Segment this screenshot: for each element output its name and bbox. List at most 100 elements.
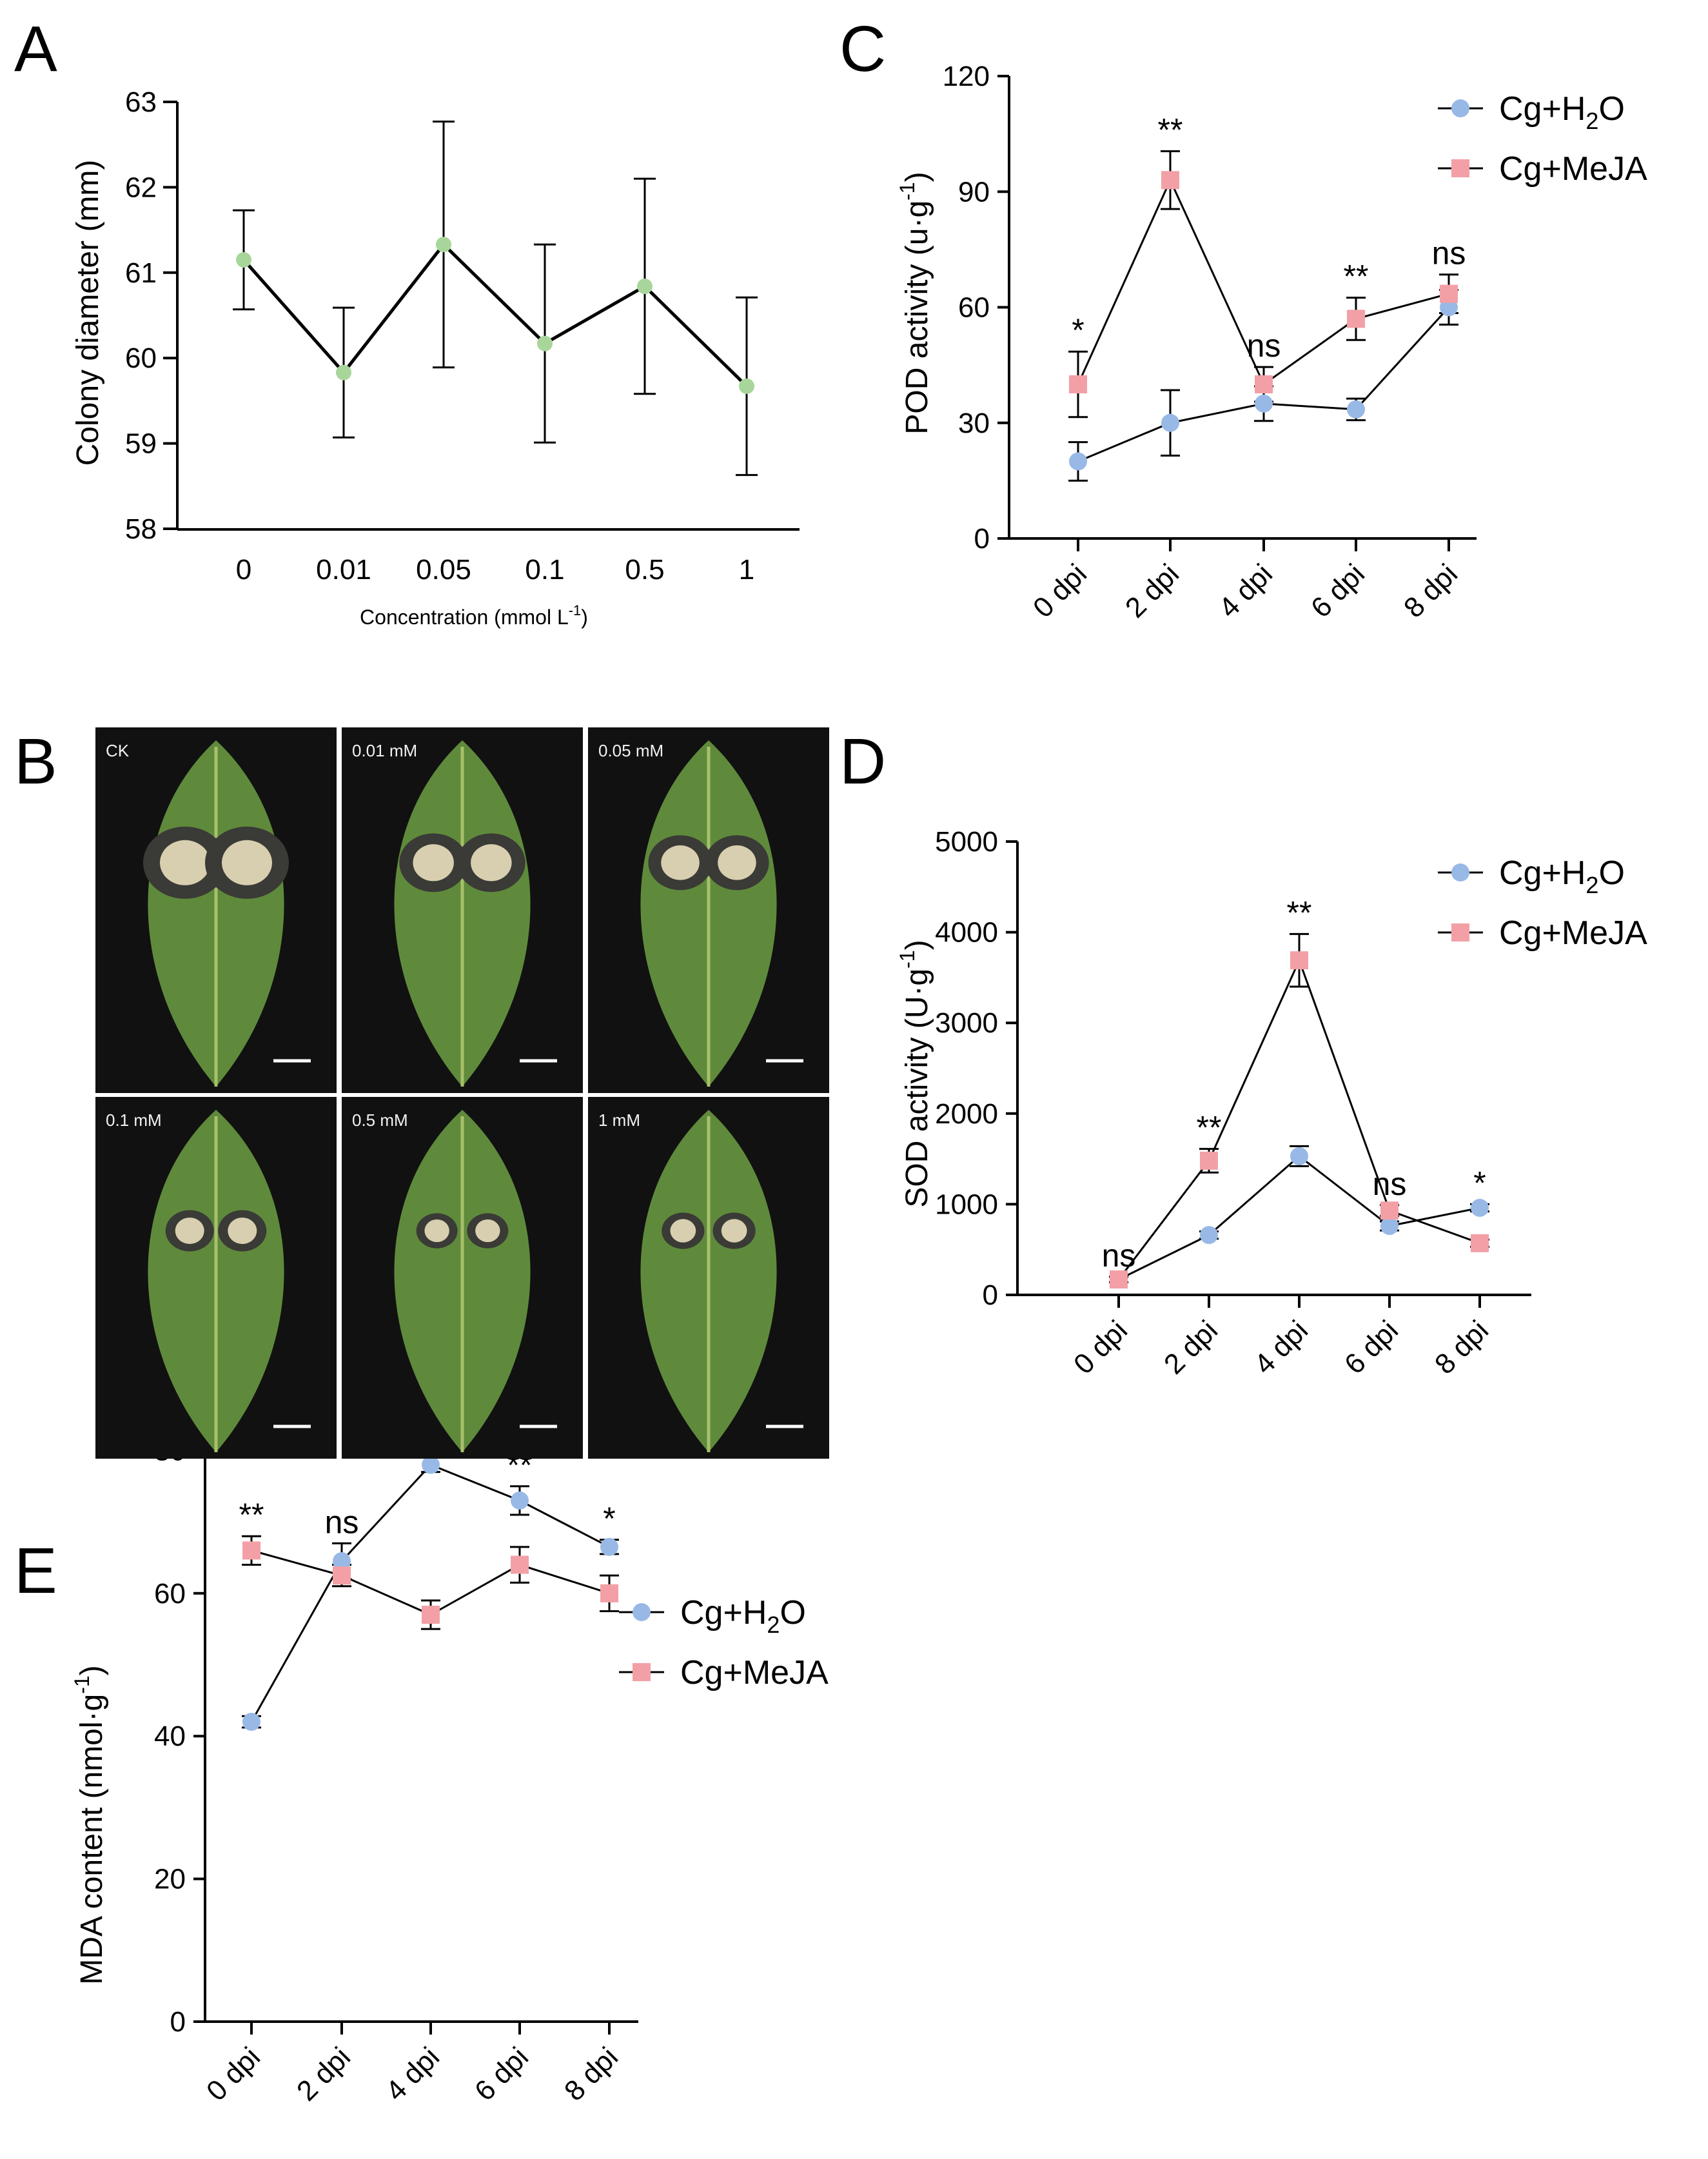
chart-e-xtick-label: 0 dpi [201, 2041, 266, 2107]
lesion-spot-center [228, 1218, 257, 1245]
chart-c-point-square [1161, 171, 1179, 190]
chart-e-point-circle [511, 1491, 529, 1510]
photo-label: 1 mM [598, 1110, 640, 1130]
chart-d-ytick-label: 1000 [935, 1188, 998, 1220]
chart-e-ylabel: MDA content (nmol·g-1) [70, 1665, 109, 1984]
chart-e-legend-label-h2o: Cg+H2O [680, 1594, 806, 1638]
chart-d-legend-marker [1451, 863, 1469, 882]
chart-e-legend-label-sub: 2 [767, 1612, 780, 1638]
chart-d-xtick-label: 0 dpi [1068, 1314, 1134, 1380]
chart-d-legend-label-sub: 2 [1585, 872, 1598, 898]
chart-e-point-circle [600, 1537, 618, 1556]
chart-a-ylabel: Colony diameter (mm) [71, 160, 105, 466]
chart-d-point-square [1471, 1234, 1489, 1252]
photo-label: 0.01 mM [352, 741, 417, 760]
chart-c-ytick-label: 120 [943, 61, 990, 92]
chart-e-point-circle [422, 1455, 440, 1474]
chart-c-point-circle [1069, 452, 1087, 471]
lesion-spot-center [471, 844, 512, 882]
lesion-spot-center [670, 1219, 696, 1243]
chart-a-ytick-label: 60 [125, 342, 157, 374]
chart-c-legend-label-part: O [1598, 90, 1624, 128]
chart-e-ytick-label: 20 [154, 1864, 186, 1895]
chart-e-point-circle [333, 1552, 351, 1570]
chart-e-point-square [422, 1606, 440, 1624]
chart-c-point-circle [1347, 400, 1365, 419]
chart-a-xlabel-sup: -1 [569, 602, 582, 618]
chart-a-point [537, 335, 553, 351]
chart-c-significance: ns [1247, 328, 1281, 364]
chart-d-point-square [1380, 1201, 1399, 1220]
lesion-spot-center [475, 1219, 500, 1243]
chart-c-legend-label-h2o: Cg+H2O [1499, 90, 1625, 134]
photo-label: 0.05 mM [598, 741, 663, 760]
chart-d-ytick-label: 2000 [935, 1098, 998, 1130]
chart-a-ytick-label: 59 [125, 428, 157, 460]
chart-a-xtick-label: 0.5 [625, 554, 664, 586]
panel-letter-d: D [839, 725, 886, 798]
chart-a-series-line [242, 242, 748, 388]
chart-e-significance: ** [239, 1497, 264, 1533]
chart-d-point-circle [1380, 1217, 1399, 1236]
chart-c-significance: ns [1432, 235, 1466, 271]
chart-c-point-circle [1161, 413, 1179, 432]
chart-e-point-square [600, 1584, 618, 1602]
chart-e-legend-marker [633, 1603, 651, 1621]
chart-d-point-circle [1471, 1199, 1489, 1218]
lesion-spot-center [175, 1218, 204, 1245]
chart-c-xtick-label: 2 dpi [1119, 558, 1185, 624]
chart-a-ytick-label: 63 [125, 86, 157, 118]
chart-c-legend-marker [1451, 99, 1469, 117]
chart-e-ylabel-close: ) [75, 1665, 109, 1675]
chart-e-xtick-label: 2 dpi [291, 2041, 357, 2107]
chart-c-xtick-label: 8 dpi [1398, 558, 1464, 624]
lesion-spot-center [222, 840, 272, 885]
chart-d-ylabel-sup: -1 [896, 950, 919, 968]
chart-e: MDA content (nmol·g-1) 0204060801000 dpi… [70, 1292, 829, 2107]
chart-c-ylabel: POD activity (u·g-1) [896, 172, 934, 434]
chart-e-ytick-label: 0 [170, 2006, 186, 2038]
chart-d-point-square [1110, 1270, 1128, 1289]
chart-a-xlabel: Concentration (mmol L-1) [360, 602, 588, 629]
chart-c-ytick-label: 90 [958, 176, 990, 208]
chart-e-ylabel-sup: -1 [70, 1675, 93, 1693]
chart-d-series-line-1 [1117, 958, 1480, 1281]
chart-e-xtick-label: 8 dpi [558, 2041, 624, 2107]
chart-e-significance: ns [325, 1504, 359, 1540]
chart-d-ytick-label: 4000 [935, 917, 998, 949]
chart-a: Colony diameter (mm) Concentration (mmol… [71, 86, 800, 629]
chart-a-xlabel-main: Concentration (mmol L [360, 606, 569, 629]
chart-e-series-line-0 [250, 1463, 610, 1722]
chart-e-significance: * [603, 1501, 615, 1537]
chart-a-point [436, 237, 451, 253]
chart-a-point [236, 251, 251, 268]
chart-e-legend-marker [633, 1663, 651, 1681]
chart-c-ytick-label: 60 [958, 292, 990, 324]
chart-d-ylabel-close: ) [900, 940, 934, 950]
chart-c-significance: ** [1344, 259, 1369, 295]
photo-label: CK [106, 741, 130, 760]
chart-d-xtick-label: 4 dpi [1248, 1314, 1314, 1380]
chart-c-point-square [1069, 375, 1087, 393]
chart-d-xtick-label: 2 dpi [1158, 1314, 1224, 1380]
chart-a-point [336, 364, 351, 380]
chart-a-point [637, 278, 653, 294]
panel-letter-b: B [14, 725, 57, 798]
chart-d-significance: ns [1373, 1166, 1407, 1202]
chart-e-xtick-label: 6 dpi [469, 2041, 535, 2107]
chart-d-point-square [1290, 951, 1308, 970]
lesion-spot-center [160, 840, 210, 885]
chart-c-legend-label-meja: Cg+MeJA [1499, 150, 1647, 188]
chart-a-xtick-label: 0.01 [316, 554, 371, 586]
chart-d-legend-marker [1451, 923, 1469, 941]
chart-d-point-square [1200, 1151, 1218, 1170]
chart-c-xtick-label: 6 dpi [1305, 558, 1371, 624]
chart-e-xtick-label: 4 dpi [380, 2041, 446, 2107]
chart-e-point-square [242, 1541, 260, 1560]
chart-d-legend-label-part: Cg+H [1499, 854, 1585, 892]
chart-a-xlabel-close: ) [581, 606, 588, 629]
photo-label: 0.5 mM [352, 1110, 408, 1130]
chart-e-point-circle [242, 1713, 260, 1731]
chart-a-ytick-label: 58 [125, 513, 157, 545]
